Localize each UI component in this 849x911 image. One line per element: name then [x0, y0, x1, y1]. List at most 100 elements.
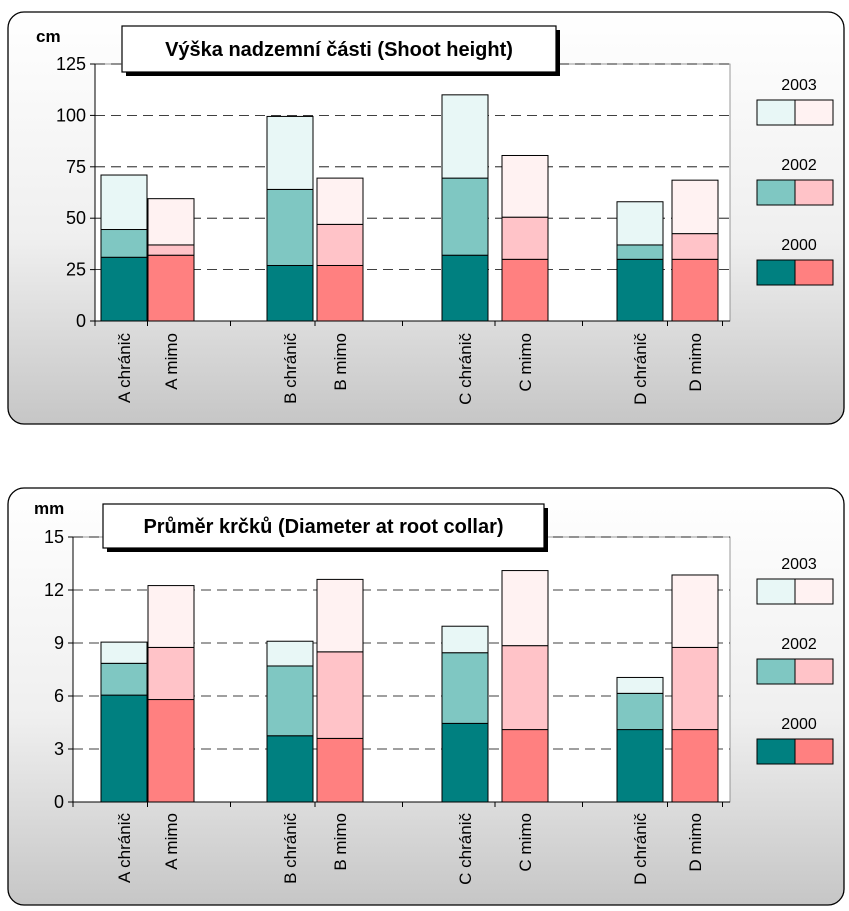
y-tick-label: 75 — [66, 157, 86, 177]
category-label: C mimo — [516, 813, 535, 872]
legend-swatch-chranic-2002 — [756, 658, 796, 685]
y-unit-label: mm — [34, 499, 64, 518]
y-tick-label: 0 — [54, 792, 64, 812]
category-label: B mimo — [331, 813, 350, 871]
bar-2003-5 — [501, 570, 549, 647]
legend-label-2002: 2002 — [781, 636, 817, 653]
category-label: A mimo — [162, 333, 181, 390]
y-tick-label: 12 — [44, 580, 64, 600]
bar-2003-2 — [266, 115, 314, 190]
bar-2002-3 — [316, 223, 364, 266]
category-label: C chránič — [456, 813, 475, 885]
bar-2002-2 — [266, 665, 314, 737]
bar-2000-2 — [266, 735, 314, 803]
bar-2002-1 — [147, 244, 195, 256]
bar-2000-7 — [671, 729, 719, 803]
bar-2000-5 — [501, 729, 549, 803]
bar-2002-7 — [671, 233, 719, 260]
category-label: D mimo — [686, 813, 705, 872]
category-label: A chránič — [115, 813, 134, 883]
legend-label-2000: 2000 — [781, 716, 817, 733]
y-unit-label: cm — [36, 27, 61, 46]
category-label: A chránič — [115, 333, 134, 403]
bar-2002-4 — [441, 652, 489, 724]
chart-title: Výška nadzemní části (Shoot height) — [165, 39, 513, 61]
y-tick-label: 25 — [66, 260, 86, 280]
bar-2000-4 — [441, 254, 489, 322]
y-tick-label: 15 — [44, 527, 64, 547]
y-tick-label: 50 — [66, 208, 86, 228]
y-tick-label: 3 — [54, 739, 64, 759]
category-label: D chránič — [631, 333, 650, 405]
y-tick-label: 125 — [56, 54, 86, 74]
bar-2003-3 — [316, 578, 364, 653]
bar-2003-7 — [671, 574, 719, 648]
legend-label-2003: 2003 — [781, 77, 817, 94]
bar-2003-1 — [147, 198, 195, 246]
title-box — [102, 503, 545, 549]
bar-2002-6 — [616, 244, 664, 260]
y-tick-label: 9 — [54, 633, 64, 653]
bar-2000-4 — [441, 722, 489, 803]
bar-2003-7 — [671, 179, 719, 235]
legend-label-2000: 2000 — [781, 237, 817, 254]
bar-2003-4 — [441, 94, 489, 179]
legend-swatch-chranic-2000 — [756, 259, 796, 286]
bar-2002-0 — [100, 229, 148, 258]
bar-2000-6 — [616, 729, 664, 803]
category-label: C chránič — [456, 333, 475, 405]
bar-2002-0 — [100, 662, 148, 696]
category-label: B chránič — [281, 333, 300, 404]
category-label: B mimo — [331, 333, 350, 391]
category-label: D mimo — [686, 333, 705, 392]
chart-title: Průměr krčků (Diameter at root collar) — [143, 516, 503, 538]
bar-2003-2 — [266, 640, 314, 667]
shoot-height-chart: 0 25 50 75 100 125 A chránič A mimo B chránič B m… — [7, 11, 845, 425]
category-label: B chránič — [281, 813, 300, 884]
legend-label-2003: 2003 — [781, 556, 817, 573]
title-box — [121, 25, 557, 73]
bar-2003-0 — [100, 174, 148, 231]
category-label: C mimo — [516, 333, 535, 392]
bar-2000-7 — [671, 258, 719, 322]
legend-swatch-chranic-2000 — [756, 738, 796, 765]
bar-2000-1 — [147, 254, 195, 322]
bar-2000-0 — [100, 256, 148, 322]
bar-2000-0 — [100, 694, 148, 803]
category-label: A mimo — [162, 813, 181, 870]
bar-2000-2 — [266, 264, 314, 322]
legend-swatch-chranic-2003 — [756, 578, 796, 605]
bar-2003-3 — [316, 177, 364, 225]
bar-2002-5 — [501, 216, 549, 260]
bar-2003-0 — [100, 641, 148, 664]
legend-swatch-mimo-2002 — [794, 179, 834, 206]
bar-2003-1 — [147, 585, 195, 648]
legend-swatch-chranic-2003 — [756, 99, 796, 126]
bar-2002-7 — [671, 646, 719, 731]
bar-2002-5 — [501, 645, 549, 731]
legend-swatch-chranic-2002 — [756, 179, 796, 206]
y-tick-label: 100 — [56, 105, 86, 125]
legend-label-2002: 2002 — [781, 157, 817, 174]
bar-2002-2 — [266, 188, 314, 266]
bar-2002-4 — [441, 177, 489, 256]
category-label: D chránič — [631, 813, 650, 885]
legend-swatch-mimo-2000 — [794, 738, 834, 765]
bar-2000-6 — [616, 258, 664, 322]
bar-2003-6 — [616, 676, 664, 694]
bar-2000-5 — [501, 258, 549, 322]
y-tick-label: 6 — [54, 686, 64, 706]
legend-swatch-mimo-2000 — [794, 259, 834, 286]
bar-2000-3 — [316, 737, 364, 803]
bar-2002-1 — [147, 646, 195, 701]
bar-2003-4 — [441, 625, 489, 654]
legend-swatch-mimo-2003 — [794, 578, 834, 605]
bar-2000-1 — [147, 699, 195, 803]
legend-swatch-mimo-2002 — [794, 658, 834, 685]
root-collar-diameter-chart: 0 3 6 9 12 15 A chránič A mimo B chránič B mimo C … — [7, 487, 845, 906]
bar-2003-5 — [501, 154, 549, 218]
y-tick-label: 0 — [76, 311, 86, 331]
legend-swatch-mimo-2003 — [794, 99, 834, 126]
bar-2003-6 — [616, 201, 664, 246]
